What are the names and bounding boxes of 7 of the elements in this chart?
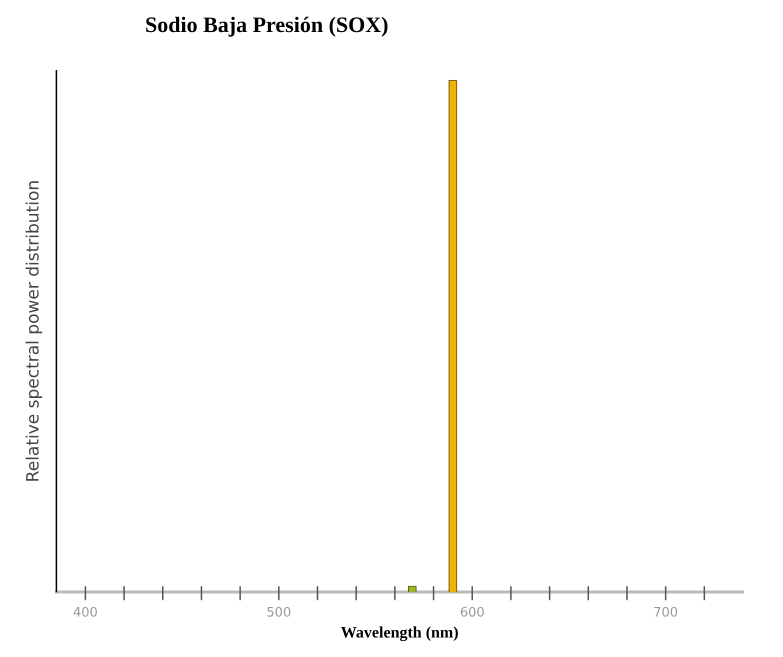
x-tick-label: 700 [653,605,678,620]
y-axis-title: Relative spectral power distribution [24,180,44,482]
chart-title: Sodio Baja Presión (SOX) [145,12,388,38]
x-tick-label: 500 [266,605,292,620]
x-tick-label: 400 [72,605,98,620]
x-tick-label: 600 [460,605,485,620]
x-axis-title: Wavelength (nm) [340,624,459,642]
